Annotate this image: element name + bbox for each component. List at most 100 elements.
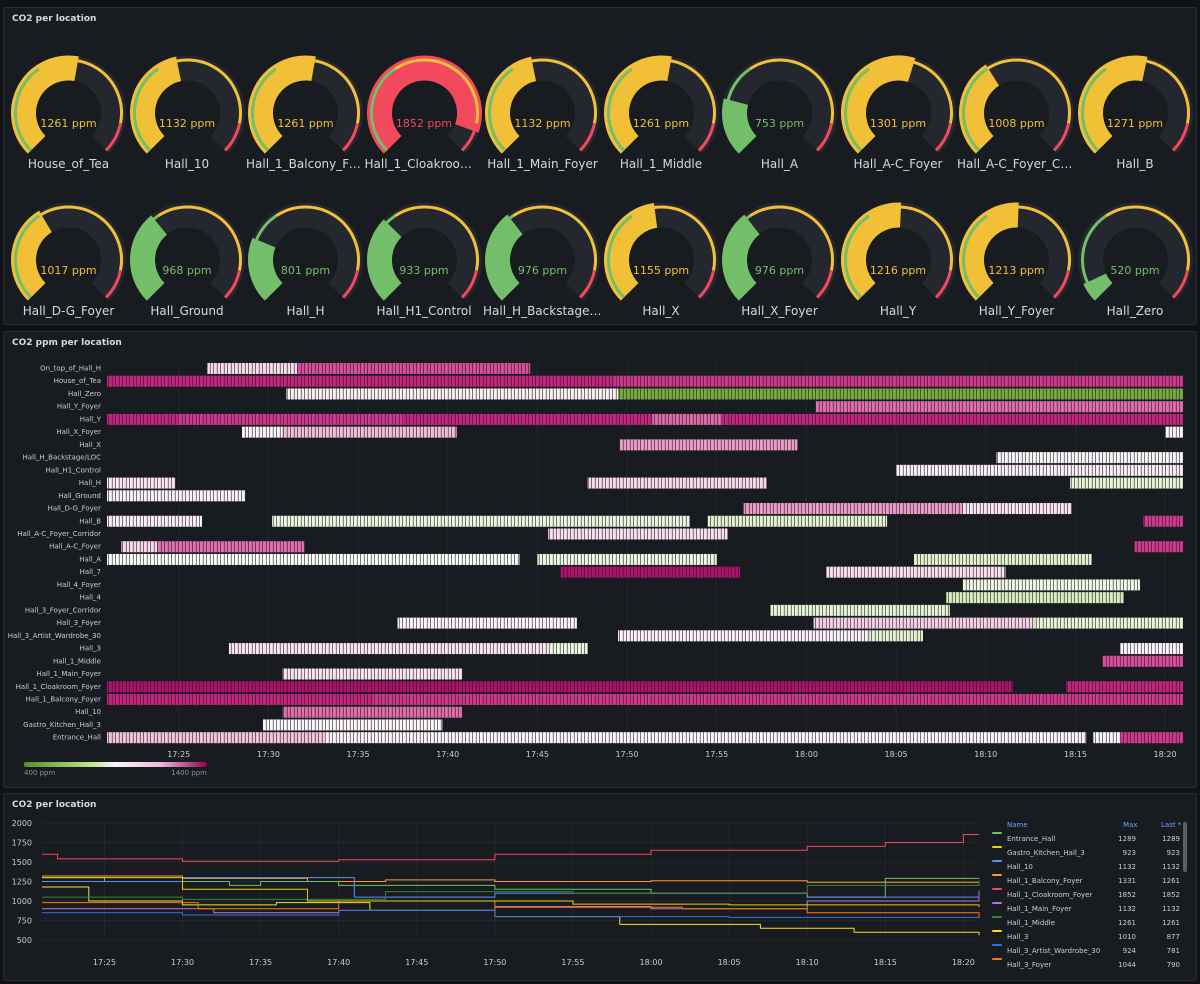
line-series xyxy=(42,877,980,907)
heatmap-cell-separators xyxy=(914,553,1092,565)
gauge-threshold-red xyxy=(815,123,833,152)
gauge-dial xyxy=(1077,55,1193,154)
gauge-label: Hall_10 xyxy=(164,157,210,171)
gauge-threshold-green xyxy=(132,214,159,299)
gauge-label: House_of_Tea xyxy=(27,157,110,171)
legend-swatch xyxy=(992,846,1002,848)
heatmap-cell-separators xyxy=(869,630,923,642)
heatmap-cell-separators xyxy=(962,503,1072,515)
heatmap-cell-separators xyxy=(548,528,728,540)
heatmap-panel-title: CO2 ppm per location xyxy=(12,338,122,348)
legend-row[interactable]: Hall_3 1010 877 xyxy=(988,930,1188,944)
heatmap-legend-min: 400 ppm xyxy=(24,769,55,777)
heatmap-row-label: Hall_1_Middle xyxy=(53,657,101,665)
gauge-dial xyxy=(366,55,482,154)
heatmap-cell-separators xyxy=(107,693,373,705)
heatmap-cell-separators xyxy=(282,426,457,438)
gauge-hall_a: 753 ppm Hall_A xyxy=(720,55,839,197)
gauge-hall_b: 1271 ppm Hall_B xyxy=(1076,55,1195,197)
heatmap-row-label: Hall_Zero xyxy=(68,390,101,398)
gauge-value: 976 ppm xyxy=(517,264,568,277)
gauge-threshold-green xyxy=(487,67,514,152)
legend-series-name[interactable]: Gastro_Kitchen_Hall_3 xyxy=(1007,849,1085,857)
gauge-dial xyxy=(603,55,719,154)
gauge-label: Hall_A-C_Foyer_Co... xyxy=(957,157,1076,171)
gauge-threshold-red xyxy=(223,270,241,299)
legend-series-name[interactable]: Hall_10 xyxy=(1007,863,1033,871)
legend-header-last[interactable]: Last * xyxy=(1161,821,1182,829)
legend-max-value: 1132 xyxy=(1118,863,1136,871)
line-chart-x-tick: 17:30 xyxy=(171,958,194,967)
heatmap-row-label: Hall_H xyxy=(79,479,101,487)
gauge-threshold-yellow xyxy=(512,58,597,124)
gauge-value: 520 ppm xyxy=(1110,264,1160,277)
gauge-threshold-yellow xyxy=(156,205,242,271)
gauge-threshold-green xyxy=(961,67,988,152)
legend-row[interactable]: Gastro_Kitchen_Hall_3 923 923 xyxy=(988,846,1188,860)
line-series xyxy=(42,900,980,918)
legend-row[interactable]: Hall_1_Main_Foyer 1132 1132 xyxy=(988,902,1188,916)
legend-row[interactable]: Hall_10 1132 1132 xyxy=(988,860,1188,874)
gauge-threshold-green xyxy=(961,214,988,299)
gauge-house_of_tea: 1261 ppm House_of_Tea xyxy=(9,55,128,197)
legend-series-name[interactable]: Hall_1_Cloakroom_Foyer xyxy=(1007,891,1093,899)
heatmap-x-tick: 17:50 xyxy=(616,750,639,759)
heatmap-row-label: Hall_X xyxy=(79,441,101,449)
legend-series-name[interactable]: Hall_1_Main_Foyer xyxy=(1007,905,1072,913)
gauge-threshold-yellow xyxy=(867,205,953,271)
legend-row[interactable]: Hall_1_Balcony_Foyer 1331 1261 xyxy=(988,874,1188,888)
gauge-threshold-red xyxy=(934,270,952,299)
gauge-hall_a-c_foyer: 1301 ppm Hall_A-C_Foyer xyxy=(839,55,958,197)
gauge-threshold-green xyxy=(606,67,633,152)
gauge-threshold-green xyxy=(1080,67,1107,152)
gauge-threshold-green xyxy=(250,214,277,299)
heatmap-color-scale xyxy=(24,762,207,767)
heatmap-row-label: Hall_D-G_Foyer xyxy=(48,505,102,513)
legend-row[interactable]: Entrance_Hall 1289 1289 xyxy=(988,832,1188,846)
gauge-threshold-green xyxy=(843,67,870,152)
heatmap-cell-separators xyxy=(178,413,403,425)
legend-row[interactable]: Hall_3_Foyer 1044 790 xyxy=(988,958,1188,972)
gauge-value: 1132 ppm xyxy=(158,117,216,130)
gauge-hall_ground: 968 ppm Hall_Ground xyxy=(128,202,247,344)
legend-series-name[interactable]: Hall_1_Middle xyxy=(1007,919,1056,927)
gauge-dial xyxy=(722,202,837,301)
line-chart-y-tick: 750 xyxy=(17,917,32,926)
gauge-threshold-yellow xyxy=(1104,205,1190,271)
gauge-threshold-green xyxy=(250,67,277,152)
legend-row[interactable]: Hall_1_Middle 1261 1261 xyxy=(988,916,1188,930)
heatmap-x-tick: 18:20 xyxy=(1154,750,1177,759)
heatmap-cell-separators xyxy=(282,706,463,718)
gauge-value: 1301 ppm xyxy=(869,117,927,130)
legend-series-name[interactable]: Hall_3_Artist_Wardrobe_30 xyxy=(1007,947,1101,955)
gauges-panel-title: CO2 per location xyxy=(12,14,97,24)
heatmap-cell-separators xyxy=(207,363,298,374)
legend-series-name[interactable]: Hall_3 xyxy=(1007,933,1029,941)
heatmap-cell-separators xyxy=(107,515,203,527)
gauge-value-arc xyxy=(603,55,672,154)
gauge-hall_y_foyer: 1213 ppm Hall_Y_Foyer xyxy=(957,202,1076,344)
legend-series-name[interactable]: Hall_1_Balcony_Foyer xyxy=(1007,877,1083,885)
legend-row[interactable]: Hall_1_Cloakroom_Foyer 1852 1852 xyxy=(988,888,1188,902)
legend-series-name[interactable]: Hall_3_Foyer xyxy=(1007,961,1052,969)
legend-scrollbar[interactable] xyxy=(1183,822,1187,872)
gauge-hall_zero: 520 ppm Hall_Zero xyxy=(1076,202,1195,344)
gauge-value: 753 ppm xyxy=(754,117,805,130)
gauge-value: 1261 ppm xyxy=(277,117,334,130)
legend-last-value: 1852 xyxy=(1162,891,1180,899)
gauge-value-arc xyxy=(959,64,1000,154)
heatmap-cell-separators xyxy=(402,413,653,425)
heatmap-chart: 17:25 17:30 17:35 17:40 17:45 17:50 17:55 18:00… xyxy=(8,362,1183,777)
gauge-value-arc xyxy=(840,55,915,154)
gauge-value-arc xyxy=(485,214,524,301)
gauge-threshold-red xyxy=(815,270,833,299)
legend-series-name[interactable]: Entrance_Hall xyxy=(1007,835,1056,843)
heatmap-cell-separators xyxy=(372,693,1183,705)
gauge-threshold-yellow xyxy=(275,205,360,271)
legend-header-max[interactable]: Max xyxy=(1123,821,1138,829)
heatmap-cell-separators xyxy=(1134,541,1183,553)
heatmap-cell-separators xyxy=(537,553,717,565)
legend-row[interactable]: Hall_3_Artist_Wardrobe_30 924 781 xyxy=(988,944,1188,958)
legend-header-name[interactable]: Name xyxy=(1007,821,1028,829)
line-chart-x-tick: 17:45 xyxy=(405,958,428,967)
